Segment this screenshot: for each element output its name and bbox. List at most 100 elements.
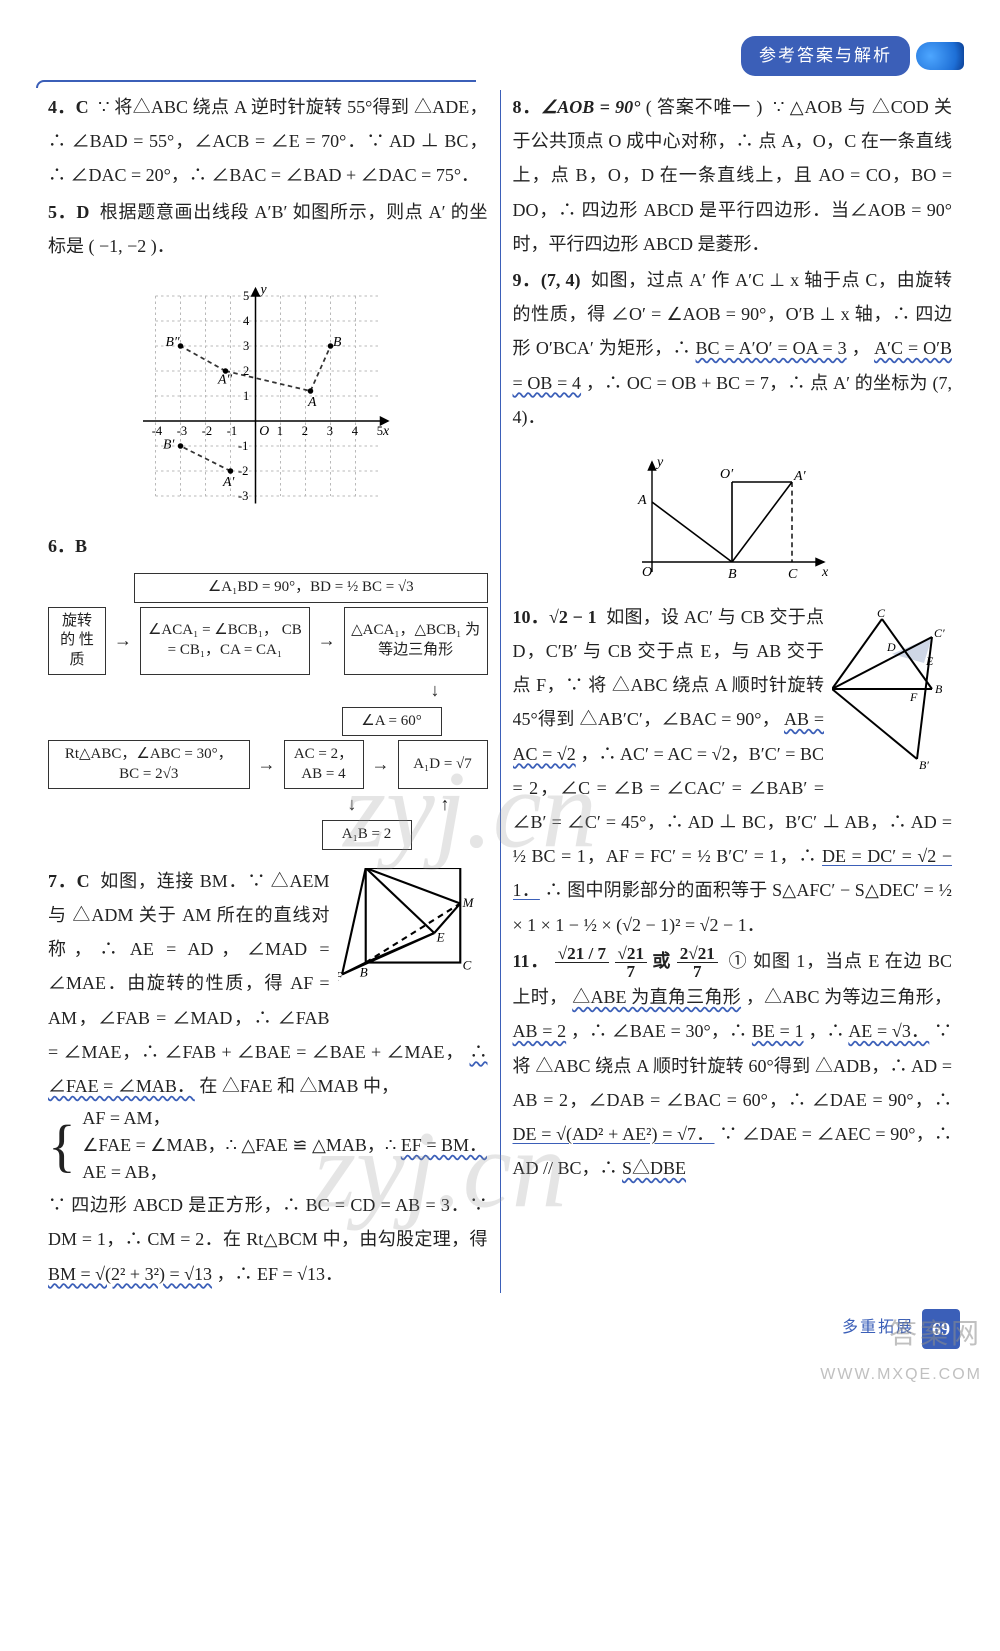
- svg-text:-3: -3: [238, 489, 248, 503]
- up-arrow-icon: ↑: [439, 793, 452, 816]
- q11-u4: AE = √3．: [848, 1021, 929, 1041]
- svg-text:M: M: [461, 895, 474, 910]
- q6-number: 6．: [48, 536, 75, 556]
- q7-system: { AF = AM， ∠FAE = ∠MAB，∴ △FAE ≌ △MAB，∴ E…: [48, 1105, 488, 1186]
- q6-answer: B: [75, 536, 87, 556]
- q8-note: ( 答案不唯一 ): [646, 97, 763, 117]
- banner-burst-graphic: [916, 42, 964, 70]
- svg-text:B: B: [728, 567, 737, 582]
- q5: 5．D 根据题意画出线段 A′B′ 如图所示，则点 A′ 的坐标是 ( −1, …: [48, 195, 488, 263]
- svg-text:B′: B′: [919, 758, 929, 772]
- q6: 6．B: [48, 529, 488, 563]
- banner-text: 参考答案与解析: [741, 36, 910, 76]
- left-column: 4．C ∵ 将△ABC 绕点 A 逆时针旋转 55°得到 △ADE，∴ ∠BAD…: [36, 90, 500, 1293]
- header-rule: [36, 80, 476, 88]
- down-arrow-icon: ↓: [346, 793, 359, 816]
- q9-u1: BC = A′O′ = OA = 3: [696, 338, 847, 358]
- q8-body: ∵ △AOB 与 △COD 关于公共顶点 O 成中心对称，∴ 点 A，O，C 在…: [513, 97, 953, 254]
- q11-u6: S△DBE: [622, 1158, 686, 1178]
- svg-text:x: x: [821, 565, 829, 580]
- q5-number: 5．: [48, 202, 76, 222]
- bottom-wm-line1: 答案网: [820, 1307, 982, 1360]
- q4-body: ∵ 将△ABC 绕点 A 逆时针旋转 55°得到 △ADE，∴ ∠BAD = 5…: [48, 97, 488, 185]
- flow-node-ac: AC = 2， AB = 4: [284, 740, 364, 789]
- q7-ef-bm: EF = BM．: [401, 1135, 487, 1155]
- arrow-icon: →: [256, 740, 278, 789]
- q7-bm-val: BM = √(2² + 3²) = √13: [48, 1264, 212, 1284]
- svg-text:B: B: [359, 965, 367, 980]
- svg-text:2: 2: [243, 364, 249, 378]
- flow-node-mid: ∠ACA₁ = ∠BCB₁， CB = CB₁，CA = CA₁: [140, 607, 310, 676]
- svg-text:B: B: [935, 682, 943, 696]
- q11-u5: DE = √(AD² + AE²) = √7．: [513, 1124, 715, 1144]
- svg-text:C: C: [788, 567, 798, 582]
- svg-text:B: B: [333, 334, 342, 349]
- q10-number: 10．: [513, 607, 550, 627]
- flow-node-ab: A₁B = 2: [322, 820, 412, 850]
- svg-text:4: 4: [352, 424, 359, 438]
- sys-line-3: AE = AB，: [82, 1162, 167, 1182]
- svg-text:A′: A′: [222, 474, 235, 489]
- q11-u3: BE = 1: [752, 1021, 804, 1041]
- q11-answer-a: √217: [615, 951, 653, 971]
- svg-text:-1: -1: [238, 439, 248, 453]
- svg-text:A: A: [637, 493, 647, 508]
- svg-text:B′: B′: [163, 436, 175, 451]
- q4-answer: C: [76, 97, 89, 117]
- flow-node-left: 旋转的 性质: [48, 607, 106, 676]
- flow-node-rt: Rt△ABC，∠ABC = 30°， BC = 2√3: [48, 740, 250, 789]
- svg-text:A″: A″: [217, 371, 232, 386]
- flow-node-right: △ACA₁，△BCB₁ 为等边三角形: [344, 607, 488, 676]
- svg-text:-2: -2: [202, 424, 212, 438]
- page: 参考答案与解析 zyj.cn zyj.cn 4．C ∵ 将△ABC 绕点 A 逆…: [0, 0, 1000, 1403]
- svg-text:E: E: [925, 654, 934, 668]
- svg-text:C: C: [462, 958, 471, 973]
- q9: 9．(7, 4) 如图，过点 A′ 作 A′C ⊥ x 轴于点 C，由旋转的性质…: [513, 263, 953, 434]
- q8: 8．∠AOB = 90° ( 答案不唯一 ) ∵ △AOB 与 △COD 关于公…: [513, 90, 953, 261]
- q11-u1: △ABE 为直角三角形: [572, 987, 741, 1007]
- svg-text:O′: O′: [720, 467, 734, 482]
- arrow-icon: →: [370, 740, 392, 789]
- svg-text:B″: B″: [165, 334, 179, 349]
- svg-text:-3: -3: [177, 424, 187, 438]
- svg-text:-4: -4: [152, 424, 163, 438]
- q11-number: 11．: [513, 951, 550, 971]
- svg-text:C′: C′: [934, 626, 945, 640]
- arrow-icon: →: [316, 607, 338, 676]
- q9-answer: (7, 4): [541, 270, 581, 290]
- q7-number: 7．: [48, 871, 77, 891]
- svg-text:C: C: [877, 606, 886, 620]
- svg-text:3: 3: [327, 424, 333, 438]
- svg-text:O: O: [259, 423, 269, 438]
- right-column: 8．∠AOB = 90° ( 答案不唯一 ) ∵ △AOB 与 △COD 关于公…: [501, 90, 965, 1293]
- svg-text:1: 1: [277, 424, 283, 438]
- q7-body-3: ∵ 四边形 ABCD 是正方形，∴ BC = CD = AB = 3．∵ DM …: [48, 1188, 488, 1291]
- q4-number: 4．: [48, 97, 76, 117]
- q11-or: 或: [652, 951, 671, 971]
- q11-u2: AB = 2: [513, 1021, 567, 1041]
- bottom-wm-line2: WWW.MXQE.COM: [820, 1360, 982, 1390]
- flow-node-top: ∠A₁BD = 90°，BD = ½ BC = √3: [134, 573, 488, 603]
- q5-answer: D: [76, 202, 89, 222]
- svg-text:E: E: [435, 929, 444, 944]
- svg-text:F: F: [909, 690, 918, 704]
- arrow-icon: →: [112, 607, 134, 676]
- two-column-layout: 4．C ∵ 将△ABC 绕点 A 逆时针旋转 55°得到 △ADE，∴ ∠BAD…: [36, 90, 964, 1293]
- svg-text:F: F: [338, 968, 344, 983]
- svg-text:-1: -1: [227, 424, 237, 438]
- q11-answer-b: 2√217: [677, 951, 723, 971]
- q4: 4．C ∵ 将△ABC 绕点 A 逆时针旋转 55°得到 △ADE，∴ ∠BAD…: [48, 90, 488, 193]
- svg-text:y: y: [258, 281, 267, 296]
- sys-line-1: AF = AM，: [82, 1108, 170, 1128]
- svg-text:5: 5: [243, 289, 249, 303]
- q8-number: 8．: [513, 97, 542, 117]
- header-banner: 参考答案与解析: [741, 36, 964, 76]
- svg-text:5: 5: [377, 424, 383, 438]
- flow-node-angle: ∠A = 60°: [342, 707, 442, 737]
- q10-figure: ABC C′B′ DEF: [832, 604, 952, 774]
- flow-node-ad: A₁D = √7: [398, 740, 488, 789]
- svg-text:1: 1: [243, 389, 249, 403]
- q7-figure: AD ME FBC: [338, 868, 488, 998]
- q10: ABC C′B′ DEF 10．√2 − 1 如图，设 AC′ 与 CB 交于点…: [513, 600, 953, 944]
- svg-text:A′: A′: [793, 469, 807, 484]
